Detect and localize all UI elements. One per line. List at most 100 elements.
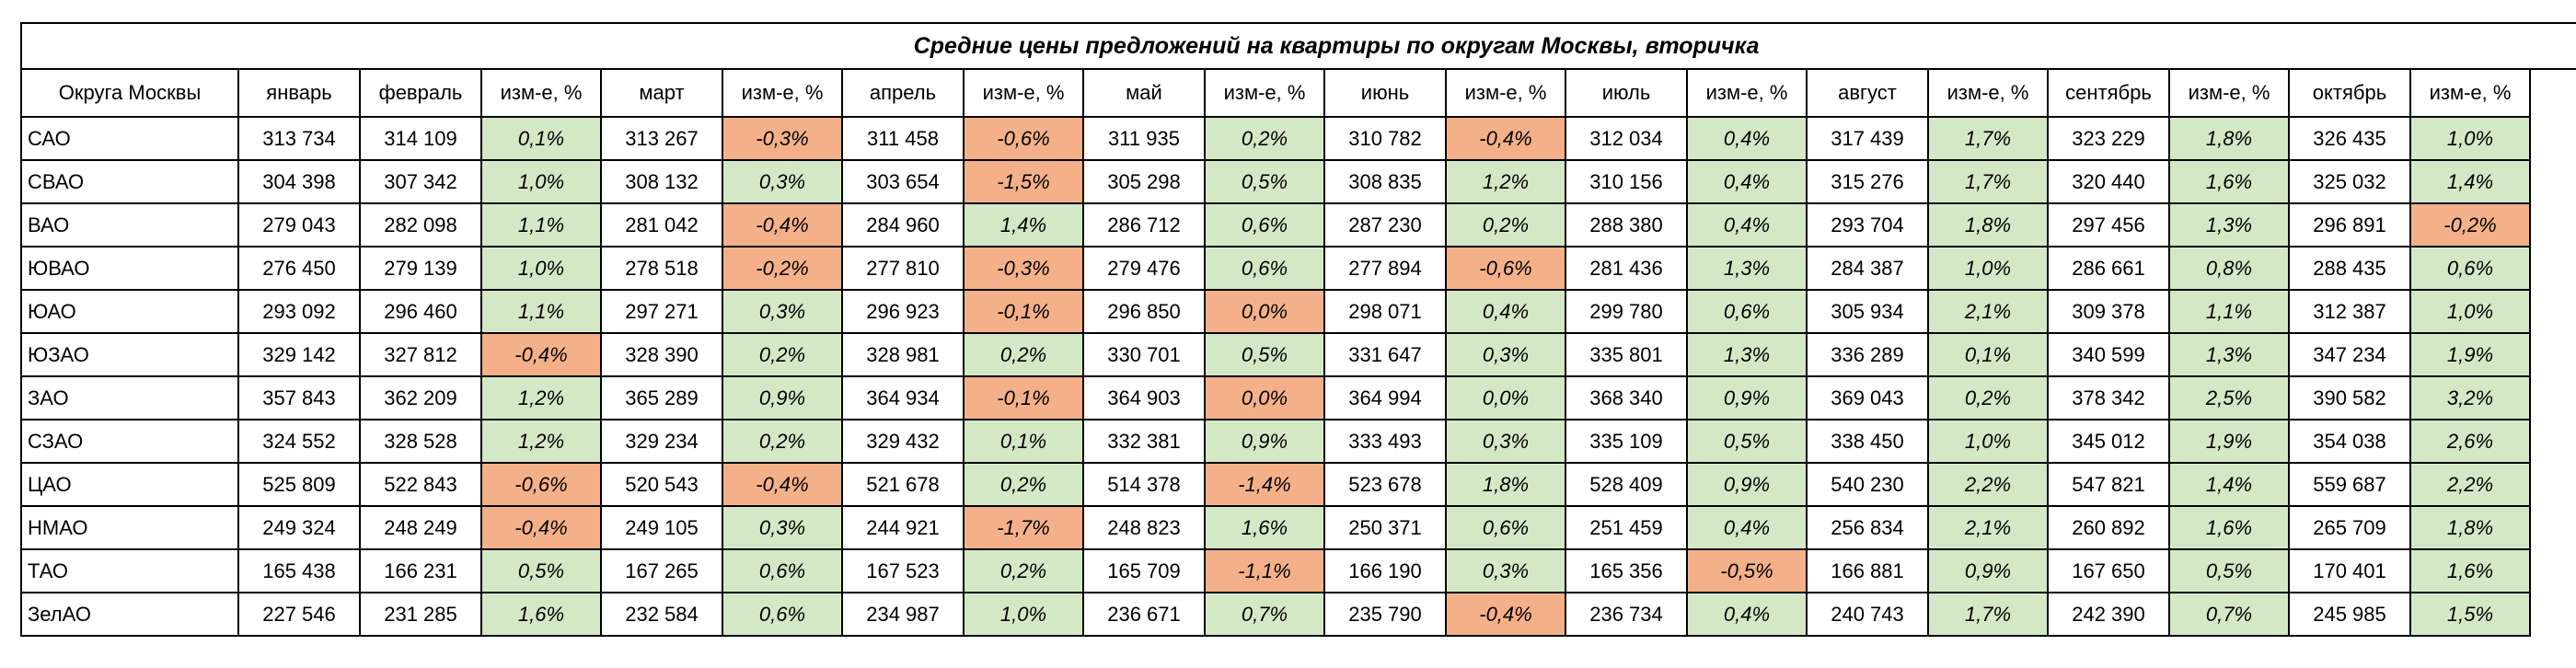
price-cell[interactable]: 293 704	[1806, 202, 1929, 248]
price-cell[interactable]: 298 071	[1323, 289, 1447, 334]
price-cell[interactable]: 378 342	[2047, 375, 2170, 420]
district-cell[interactable]: НМАО	[20, 505, 239, 550]
price-cell[interactable]: 288 380	[1565, 202, 1688, 248]
price-cell[interactable]: 277 894	[1323, 246, 1447, 291]
price-cell[interactable]: 329 432	[841, 419, 965, 464]
price-cell[interactable]: 335 801	[1565, 332, 1688, 377]
price-cell[interactable]: 296 891	[2288, 202, 2411, 248]
price-cell[interactable]: 390 582	[2288, 375, 2411, 420]
change-cell[interactable]: 0,6%	[2409, 246, 2531, 291]
price-cell[interactable]: 286 661	[2047, 246, 2170, 291]
change-cell[interactable]: 1,0%	[1927, 246, 2049, 291]
price-cell[interactable]: 170 401	[2288, 548, 2411, 593]
price-cell[interactable]: 166 190	[1323, 548, 1447, 593]
price-cell[interactable]: 332 381	[1082, 419, 1206, 464]
district-cell[interactable]: ЮВАО	[20, 246, 239, 291]
price-cell[interactable]: 235 790	[1323, 592, 1447, 637]
change-cell[interactable]: 1,4%	[963, 202, 1084, 248]
price-cell[interactable]: 335 109	[1565, 419, 1688, 464]
district-cell[interactable]: СВАО	[20, 159, 239, 204]
price-cell[interactable]: 277 810	[841, 246, 965, 291]
price-cell[interactable]: 311 458	[841, 116, 965, 161]
price-cell[interactable]: 305 298	[1082, 159, 1206, 204]
change-cell[interactable]: 2,2%	[2409, 462, 2531, 507]
price-cell[interactable]: 279 139	[359, 246, 482, 291]
price-cell[interactable]: 326 435	[2288, 116, 2411, 161]
change-cell[interactable]: 0,7%	[1204, 592, 1325, 637]
change-cell[interactable]: -0,4%	[722, 202, 843, 248]
change-cell[interactable]: 1,4%	[2168, 462, 2290, 507]
price-cell[interactable]: 315 276	[1806, 159, 1929, 204]
change-cell[interactable]: 0,5%	[1204, 159, 1325, 204]
change-cell[interactable]: 0,8%	[2168, 246, 2290, 291]
price-cell[interactable]: 281 436	[1565, 246, 1688, 291]
price-cell[interactable]: 520 543	[600, 462, 723, 507]
price-cell[interactable]: 236 671	[1082, 592, 1206, 637]
change-cell[interactable]: 0,1%	[1927, 332, 2049, 377]
change-cell[interactable]: -0,3%	[963, 246, 1084, 291]
price-cell[interactable]: 310 156	[1565, 159, 1688, 204]
change-cell[interactable]: 0,5%	[2168, 548, 2290, 593]
change-cell[interactable]: -0,2%	[2409, 202, 2531, 248]
change-cell[interactable]: 1,1%	[2168, 289, 2290, 334]
price-cell[interactable]: 328 981	[841, 332, 965, 377]
change-cell[interactable]: 0,5%	[480, 548, 602, 593]
change-cell[interactable]: 1,6%	[2168, 159, 2290, 204]
header-month[interactable]: март	[600, 68, 723, 118]
change-cell[interactable]: -1,7%	[963, 505, 1084, 550]
change-cell[interactable]: 1,9%	[2168, 419, 2290, 464]
change-cell[interactable]: 0,2%	[722, 419, 843, 464]
price-cell[interactable]: 521 678	[841, 462, 965, 507]
price-cell[interactable]: 167 523	[841, 548, 965, 593]
price-cell[interactable]: 547 821	[2047, 462, 2170, 507]
change-cell[interactable]: 0,2%	[1204, 116, 1325, 161]
change-cell[interactable]: 1,4%	[2409, 159, 2531, 204]
district-cell[interactable]: ЗАО	[20, 375, 239, 420]
change-cell[interactable]: -0,6%	[963, 116, 1084, 161]
price-cell[interactable]: 338 450	[1806, 419, 1929, 464]
change-cell[interactable]: 1,7%	[1927, 592, 2049, 637]
price-cell[interactable]: 328 390	[600, 332, 723, 377]
price-cell[interactable]: 307 342	[359, 159, 482, 204]
price-cell[interactable]: 525 809	[237, 462, 361, 507]
change-cell[interactable]: 0,3%	[722, 289, 843, 334]
header-month[interactable]: июль	[1565, 68, 1688, 118]
price-cell[interactable]: 249 105	[600, 505, 723, 550]
price-cell[interactable]: 329 142	[237, 332, 361, 377]
change-cell[interactable]: 0,4%	[1686, 116, 1808, 161]
change-cell[interactable]: 0,0%	[1445, 375, 1566, 420]
price-cell[interactable]: 364 934	[841, 375, 965, 420]
price-cell[interactable]: 317 439	[1806, 116, 1929, 161]
price-cell[interactable]: 528 409	[1565, 462, 1688, 507]
change-cell[interactable]: 0,3%	[1445, 419, 1566, 464]
change-cell[interactable]: 0,6%	[1204, 202, 1325, 248]
price-cell[interactable]: 248 823	[1082, 505, 1206, 550]
header-change[interactable]: изм-е, %	[1686, 68, 1808, 118]
price-cell[interactable]: 242 390	[2047, 592, 2170, 637]
price-cell[interactable]: 303 654	[841, 159, 965, 204]
change-cell[interactable]: 0,3%	[722, 159, 843, 204]
price-cell[interactable]: 364 903	[1082, 375, 1206, 420]
price-cell[interactable]: 364 994	[1323, 375, 1447, 420]
change-cell[interactable]: 0,5%	[1686, 419, 1808, 464]
change-cell[interactable]: -0,6%	[480, 462, 602, 507]
change-cell[interactable]: 2,2%	[1927, 462, 2049, 507]
price-cell[interactable]: 299 780	[1565, 289, 1688, 334]
price-cell[interactable]: 245 985	[2288, 592, 2411, 637]
price-cell[interactable]: 286 712	[1082, 202, 1206, 248]
district-cell[interactable]: СЗАО	[20, 419, 239, 464]
price-cell[interactable]: 249 324	[237, 505, 361, 550]
price-cell[interactable]: 329 234	[600, 419, 723, 464]
change-cell[interactable]: 1,7%	[1927, 159, 2049, 204]
change-cell[interactable]: 1,8%	[2168, 116, 2290, 161]
change-cell[interactable]: 0,9%	[1686, 462, 1808, 507]
price-cell[interactable]: 313 734	[237, 116, 361, 161]
price-cell[interactable]: 347 234	[2288, 332, 2411, 377]
change-cell[interactable]: -0,4%	[480, 332, 602, 377]
price-cell[interactable]: 231 285	[359, 592, 482, 637]
change-cell[interactable]: 1,0%	[2409, 116, 2531, 161]
price-cell[interactable]: 312 387	[2288, 289, 2411, 334]
price-cell[interactable]: 251 459	[1565, 505, 1688, 550]
change-cell[interactable]: 0,6%	[722, 548, 843, 593]
price-cell[interactable]: 308 132	[600, 159, 723, 204]
